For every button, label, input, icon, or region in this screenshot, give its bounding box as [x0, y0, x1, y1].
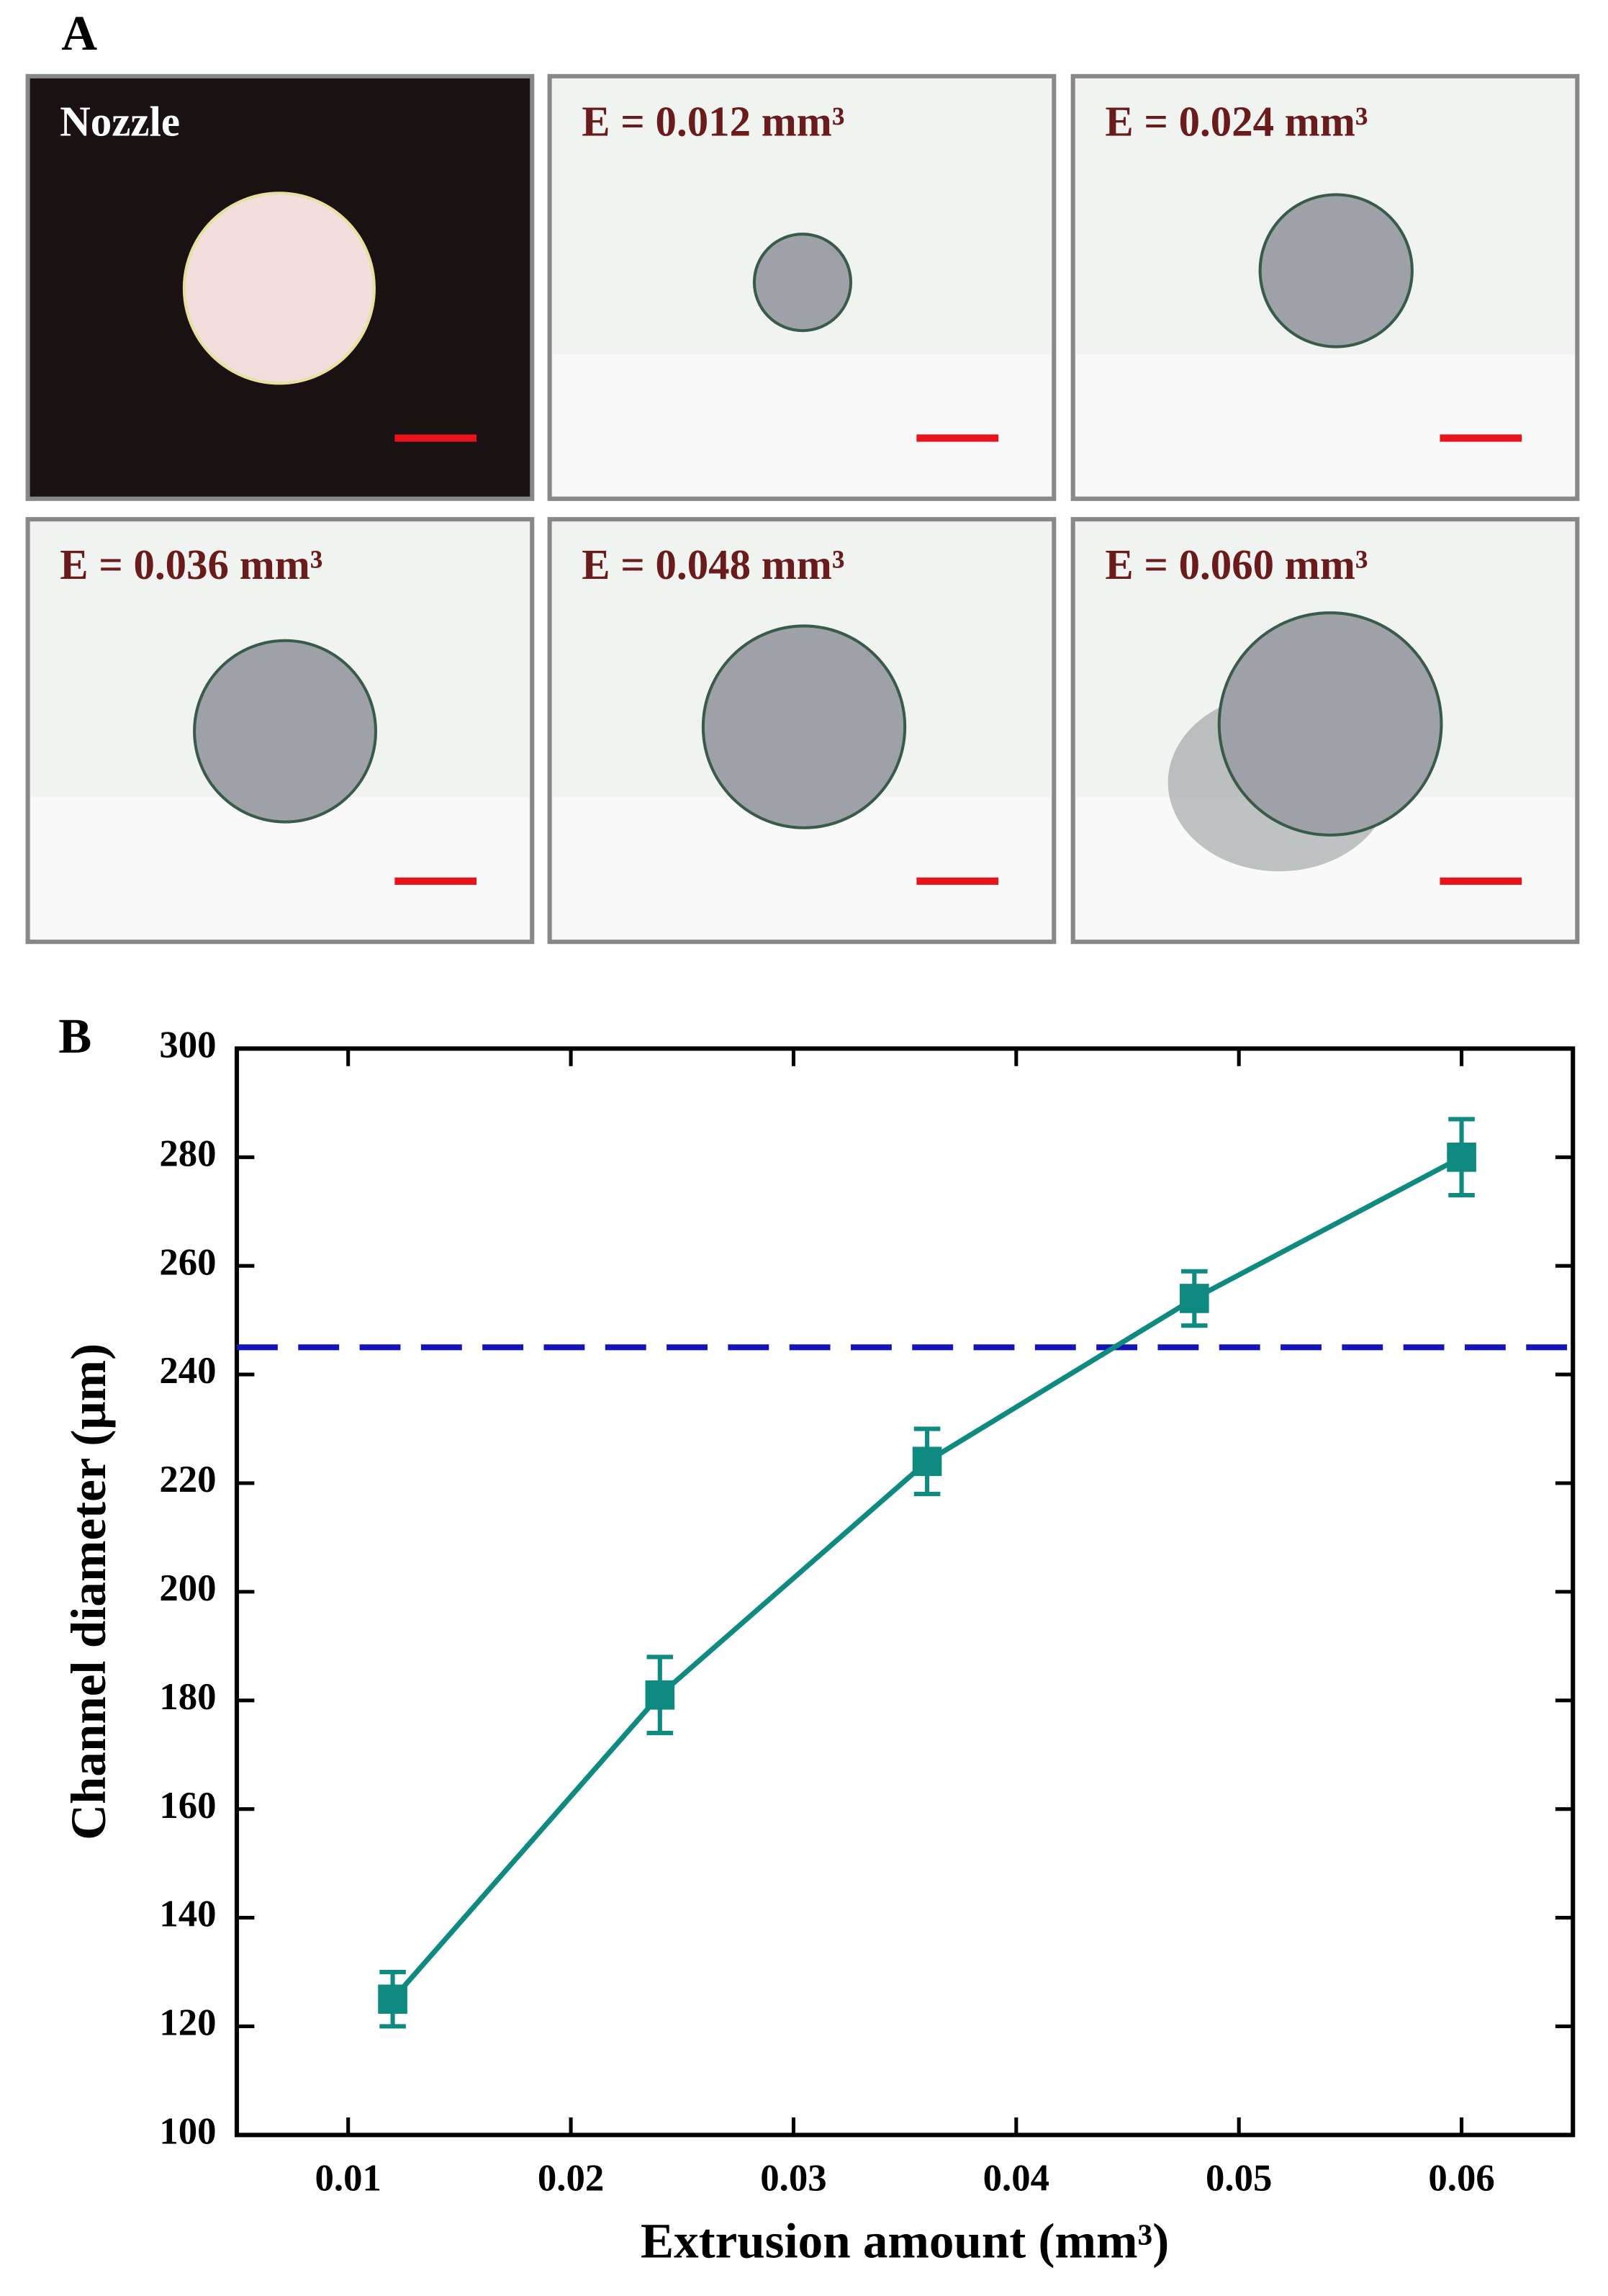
y-tick-label: 280 — [159, 1133, 216, 1174]
scale-bar — [394, 877, 477, 885]
scale-bar — [394, 434, 477, 442]
y-tick-label: 180 — [159, 1676, 216, 1718]
panel-label: A — [61, 5, 97, 60]
scale-bar — [1440, 434, 1522, 442]
channel — [193, 639, 377, 824]
y-tick-label: 140 — [159, 1894, 216, 1935]
channel — [1217, 611, 1443, 837]
channel — [1258, 193, 1414, 348]
channel — [701, 624, 907, 829]
panel-label: B — [58, 1008, 91, 1063]
y-tick-label: 100 — [159, 2110, 216, 2152]
y-tick-label: 120 — [159, 2002, 216, 2044]
substrate-band — [552, 354, 1052, 496]
marker — [1447, 1142, 1476, 1172]
y-tick-label: 200 — [159, 1567, 216, 1609]
substrate-band — [1075, 354, 1575, 496]
marker — [1180, 1284, 1209, 1313]
channel — [182, 192, 376, 385]
x-tick-label: 0.03 — [760, 2157, 826, 2199]
image-label: E = 0.024 mm³ — [1105, 98, 1368, 145]
image-label: E = 0.048 mm³ — [582, 541, 844, 588]
y-tick-label: 260 — [159, 1241, 216, 1283]
y-tick-label: 220 — [159, 1459, 216, 1500]
image-label: E = 0.012 mm³ — [582, 98, 844, 145]
y-tick-label: 300 — [159, 1025, 216, 1066]
scale-bar — [916, 434, 999, 442]
x-tick-label: 0.05 — [1206, 2157, 1272, 2199]
y-tick-label: 160 — [159, 1785, 216, 1827]
x-tick-label: 0.02 — [538, 2157, 604, 2199]
y-tick-label: 240 — [159, 1350, 216, 1392]
x-axis-label: Extrusion amount (mm³) — [641, 2213, 1169, 2269]
scale-bar — [916, 877, 999, 885]
marker — [645, 1680, 675, 1710]
x-tick-label: 0.06 — [1428, 2157, 1494, 2199]
channel — [752, 233, 853, 333]
image-label: Nozzle — [60, 98, 180, 145]
image-label: E = 0.036 mm³ — [60, 541, 322, 588]
marker — [378, 1984, 407, 2014]
x-tick-label: 0.01 — [315, 2157, 381, 2199]
x-tick-label: 0.04 — [983, 2157, 1049, 2199]
marker — [912, 1446, 942, 1477]
y-axis-label: Channel diameter (μm) — [60, 1343, 116, 1840]
scale-bar — [1440, 877, 1522, 885]
image-label: E = 0.060 mm³ — [1105, 541, 1368, 588]
